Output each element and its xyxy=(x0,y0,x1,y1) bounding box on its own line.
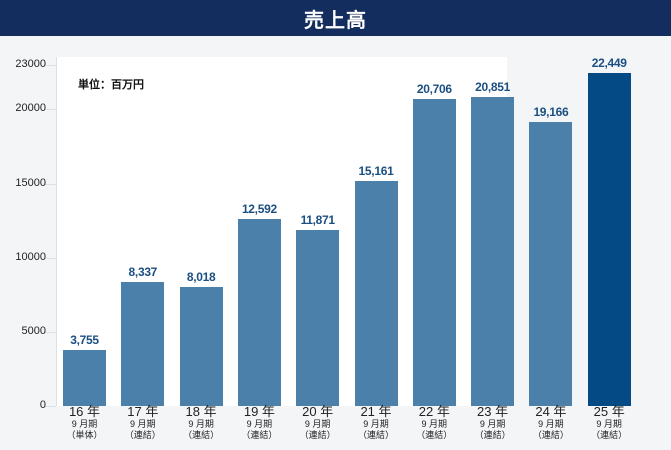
x-label-period: 9 月期 xyxy=(188,419,214,429)
x-label-year: 17 年 xyxy=(127,404,159,419)
x-label-period: 9 月期 xyxy=(479,419,506,429)
x-label-type: （連結） xyxy=(357,430,394,440)
x-label-type: （連結） xyxy=(183,430,220,440)
bar xyxy=(121,282,165,406)
y-tick xyxy=(44,109,56,111)
bar-value-label: 20,851 xyxy=(475,79,511,94)
bar xyxy=(237,219,281,406)
x-label-period: 9 月期 xyxy=(130,419,156,429)
y-tick xyxy=(44,406,56,407)
x-label-type: （連結） xyxy=(416,430,453,440)
y-tick-label: 5000 xyxy=(21,324,46,337)
bar xyxy=(296,229,340,406)
unit-label: 単位：百万円 xyxy=(78,79,144,91)
bar-value-label: 12,592 xyxy=(241,202,277,217)
chart-title-bar: 売上高 xyxy=(0,0,671,36)
x-label-year: 18 年 xyxy=(185,404,217,419)
y-tick xyxy=(44,65,56,66)
x-label-type: （単体） xyxy=(66,430,103,440)
x-label-type: （連結） xyxy=(124,430,161,440)
x-label-year: 25 年 xyxy=(593,404,625,419)
y-tick-label: 20000 xyxy=(15,102,46,115)
chart-title: 売上高 xyxy=(304,9,367,32)
x-label-year: 22 年 xyxy=(418,404,450,419)
y-tick-label: 0 xyxy=(39,399,46,411)
bar-value-label: 15,161 xyxy=(358,164,394,179)
x-label-period: 9 月期 xyxy=(246,419,273,429)
bar xyxy=(412,99,456,406)
x-label-period: 9 月期 xyxy=(363,419,389,429)
bar-value-label: 22,449 xyxy=(591,56,627,71)
bar-value-label: 11,871 xyxy=(300,212,336,227)
x-label-period: 9 月期 xyxy=(596,419,622,429)
bar xyxy=(529,121,573,406)
x-label-period: 9 月期 xyxy=(304,419,331,429)
x-label-type: （連結） xyxy=(299,430,336,440)
y-tick-label: 23000 xyxy=(15,58,46,70)
x-label-type: （連結） xyxy=(532,430,569,440)
bar-value-label: 19,166 xyxy=(533,104,569,119)
bar-value-label: 8,018 xyxy=(186,270,216,285)
x-label-type: （連結） xyxy=(591,430,628,440)
bar xyxy=(587,73,631,406)
y-tick xyxy=(44,331,56,333)
x-label-year: 21 年 xyxy=(360,404,392,419)
x-label-period: 9 月期 xyxy=(538,419,564,429)
bar xyxy=(63,350,106,406)
x-label-year: 23 年 xyxy=(477,404,509,419)
bar xyxy=(471,96,515,406)
bar-value-label: 3,755 xyxy=(70,333,99,348)
y-axis-line xyxy=(56,57,57,406)
x-label-period: 9 月期 xyxy=(71,419,98,429)
x-label-period: 9 月期 xyxy=(421,419,448,429)
x-label-year: 16 年 xyxy=(68,404,101,419)
bar xyxy=(179,287,223,406)
y-tick-label: 15000 xyxy=(15,176,46,189)
y-tick xyxy=(44,257,56,259)
bar xyxy=(354,181,398,406)
bar-value-label: 8,337 xyxy=(128,265,158,280)
x-label-year: 24 年 xyxy=(535,404,567,419)
x-label-type: （連結） xyxy=(474,430,511,440)
y-tick-label: 10000 xyxy=(15,250,46,263)
x-label-year: 20 年 xyxy=(302,404,334,419)
x-label-year: 19 年 xyxy=(243,404,275,419)
x-label-type: （連結） xyxy=(241,430,278,440)
y-tick xyxy=(44,183,56,185)
bar-value-label: 20,706 xyxy=(416,82,452,96)
